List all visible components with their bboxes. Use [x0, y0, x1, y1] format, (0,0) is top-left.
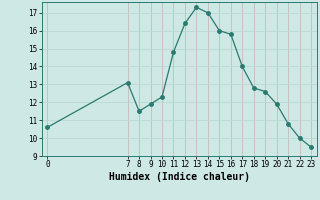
X-axis label: Humidex (Indice chaleur): Humidex (Indice chaleur)	[109, 172, 250, 182]
